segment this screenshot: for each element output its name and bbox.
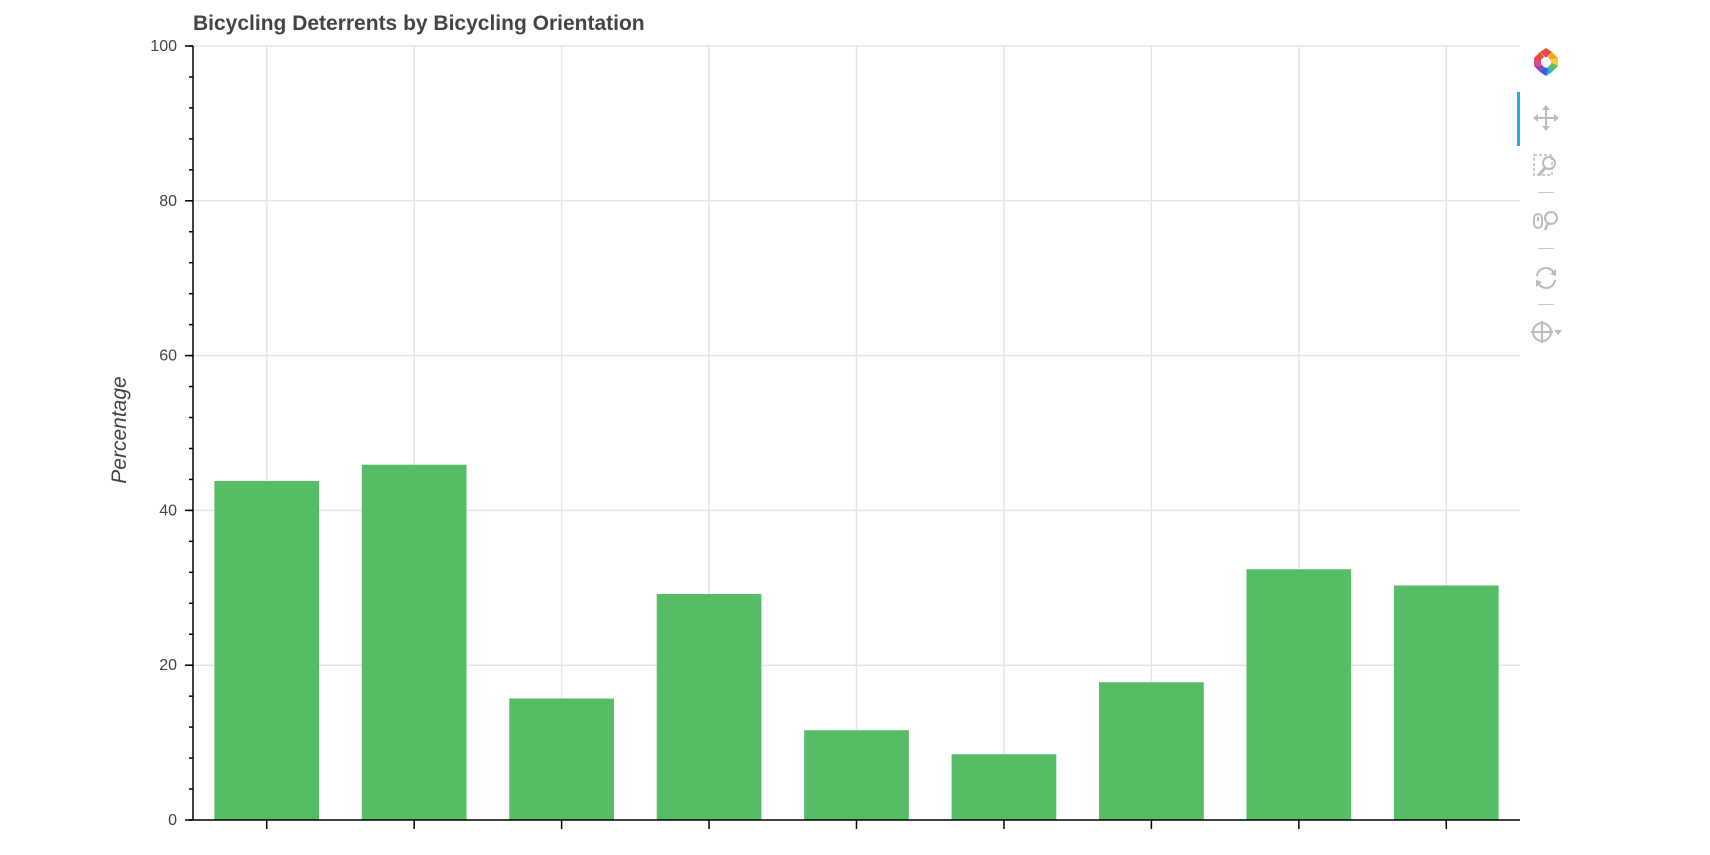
bar	[1246, 569, 1352, 820]
toolbar	[1508, 40, 1578, 370]
toolbar-divider	[1538, 248, 1554, 249]
y-tick-label: 80	[159, 193, 177, 210]
pan-tool-icon[interactable]	[1530, 102, 1562, 134]
y-tick-label: 0	[168, 812, 177, 829]
y-tick-label: 40	[159, 502, 177, 519]
crosshair-tool-icon[interactable]	[1530, 316, 1562, 348]
toolbar-divider	[1538, 304, 1554, 305]
bar	[509, 698, 614, 820]
reset-tool-icon[interactable]	[1530, 262, 1562, 294]
bar	[361, 464, 467, 820]
y-tick-label: 100	[150, 38, 177, 55]
bar	[656, 593, 762, 820]
y-axis-label: Percentage	[108, 376, 131, 483]
bar	[1393, 585, 1499, 820]
box-zoom-tool-icon[interactable]	[1530, 150, 1562, 182]
active-tool-indicator	[1517, 92, 1520, 146]
bars	[214, 464, 1499, 820]
toolbar-divider	[1538, 192, 1554, 193]
bar	[1099, 682, 1204, 820]
bokeh-logo-icon	[1530, 46, 1562, 78]
wheel-zoom-tool-icon[interactable]	[1530, 206, 1562, 238]
y-tick-label: 20	[159, 657, 177, 674]
bar	[214, 480, 320, 820]
chart-title: Bicycling Deterrents by Bicycling Orient…	[193, 12, 645, 35]
bar	[804, 730, 909, 820]
axes: 0 20 40 60 80 100	[150, 38, 1520, 829]
bar	[951, 754, 1057, 820]
y-tick-label: 60	[159, 348, 177, 365]
